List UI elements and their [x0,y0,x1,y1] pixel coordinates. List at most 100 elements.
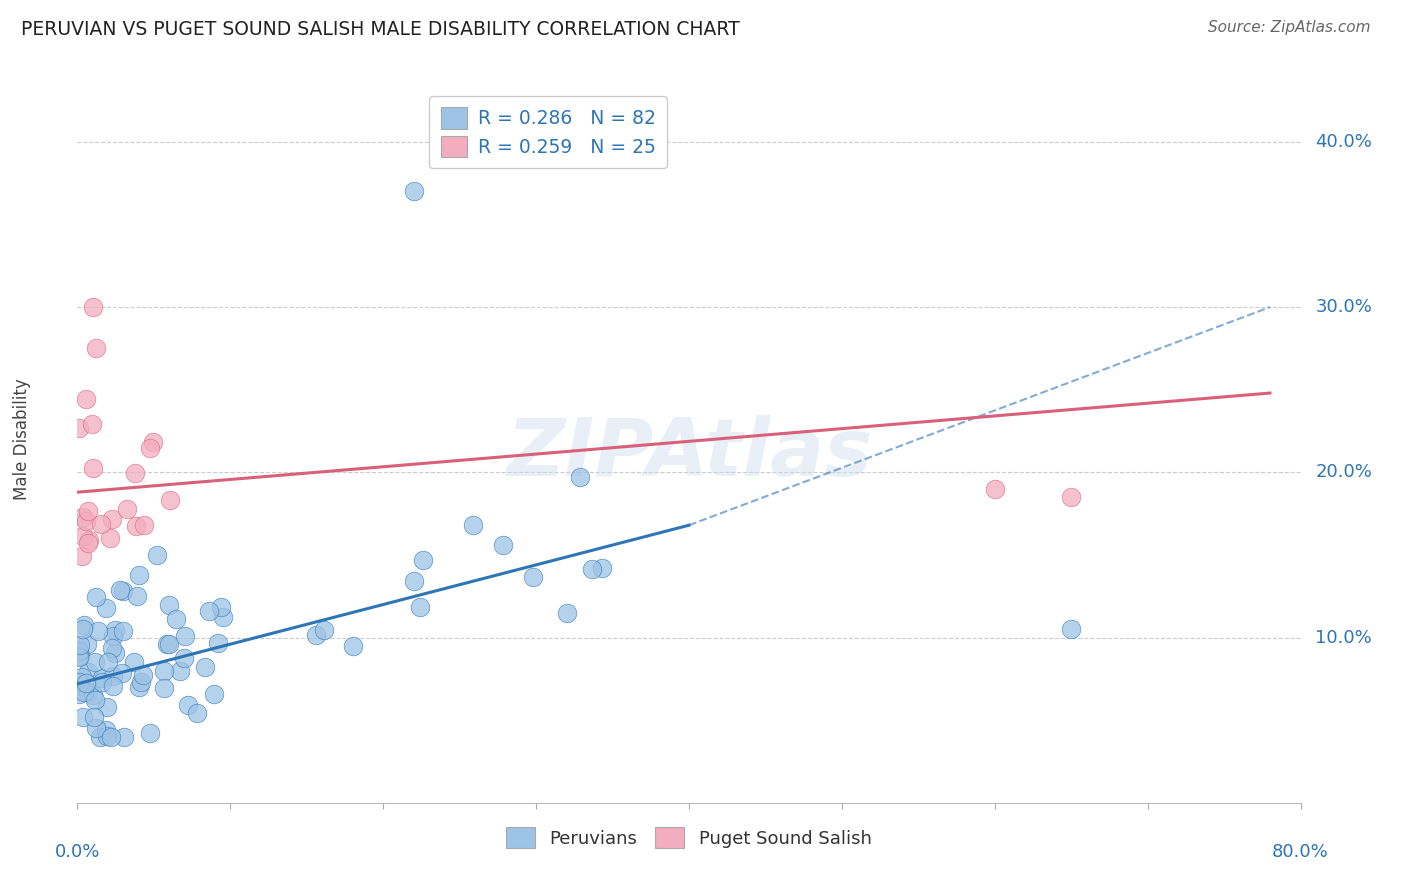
Point [67,421,90,435]
Point [94,601,117,615]
Point [83,655,105,669]
Point [522,569,544,583]
Point [142,434,165,449]
Point [461,518,484,533]
Point [86,721,108,735]
Point [67,650,90,665]
Point [101,629,124,643]
Point [87,624,110,638]
Point [125,589,148,603]
Point [69,638,91,652]
Text: 20.0%: 20.0% [1315,463,1372,482]
Point [129,674,152,689]
Point [124,467,146,481]
Point [402,185,425,199]
Text: 80.0%: 80.0% [1272,843,1329,861]
Point [132,668,155,682]
Point [305,628,328,642]
Point [169,664,191,678]
Point [96,723,118,737]
Point [103,679,125,693]
Point [312,624,335,638]
Point [139,726,162,740]
Text: 40.0%: 40.0% [1315,133,1372,151]
Point [72,529,94,543]
Point [100,512,122,526]
Point [134,518,156,533]
Point [83,709,105,723]
Legend: Peruvians, Puget Sound Salish: Peruvians, Puget Sound Salish [499,821,879,855]
Point [117,502,139,516]
Point [408,599,430,614]
Point [173,630,195,644]
Point [82,461,104,475]
Point [412,552,434,566]
Point [75,392,97,406]
Point [96,700,118,714]
Point [70,549,93,563]
Point [569,470,592,484]
Point [342,639,364,653]
Point [77,533,100,547]
Point [152,664,174,678]
Text: 0.0%: 0.0% [55,843,100,861]
Point [98,532,121,546]
Point [112,624,135,639]
Text: 10.0%: 10.0% [1315,629,1372,647]
Point [104,646,127,660]
Point [75,515,97,529]
Point [84,590,107,604]
Point [1060,623,1083,637]
Point [157,598,180,612]
Point [67,687,90,701]
Point [211,610,233,624]
Point [1060,490,1083,504]
Point [82,417,104,431]
Point [153,681,176,695]
Point [101,641,124,656]
Text: 30.0%: 30.0% [1315,298,1372,316]
Point [186,706,208,720]
Point [146,548,169,562]
Point [173,651,195,665]
Point [96,729,118,743]
Point [112,730,135,744]
Point [124,519,146,533]
Point [72,669,94,683]
Point [73,685,96,699]
Point [402,574,425,588]
Point [984,482,1007,496]
Point [72,509,94,524]
Point [139,441,162,455]
Text: PERUVIAN VS PUGET SOUND SALISH MALE DISABILITY CORRELATION CHART: PERUVIAN VS PUGET SOUND SALISH MALE DISA… [21,20,740,38]
Point [555,606,578,620]
Point [91,671,114,685]
Point [83,693,105,707]
Point [128,680,150,694]
Point [69,649,91,664]
Point [103,669,125,683]
Point [209,599,232,614]
Point [77,536,100,550]
Point [157,637,180,651]
Point [82,688,104,702]
Point [159,492,181,507]
Point [202,687,225,701]
Text: Male Disability: Male Disability [13,378,31,500]
Point [194,660,217,674]
Point [72,617,94,632]
Point [111,666,134,681]
Point [104,623,127,637]
Point [591,560,613,574]
Point [111,584,134,599]
Point [76,665,98,679]
Point [97,655,120,669]
Point [90,516,112,531]
Point [207,635,229,649]
Text: Source: ZipAtlas.com: Source: ZipAtlas.com [1208,20,1371,35]
Point [122,656,145,670]
Point [165,612,187,626]
Point [100,730,122,744]
Point [72,710,94,724]
Text: ZIPAtlas: ZIPAtlas [506,415,872,493]
